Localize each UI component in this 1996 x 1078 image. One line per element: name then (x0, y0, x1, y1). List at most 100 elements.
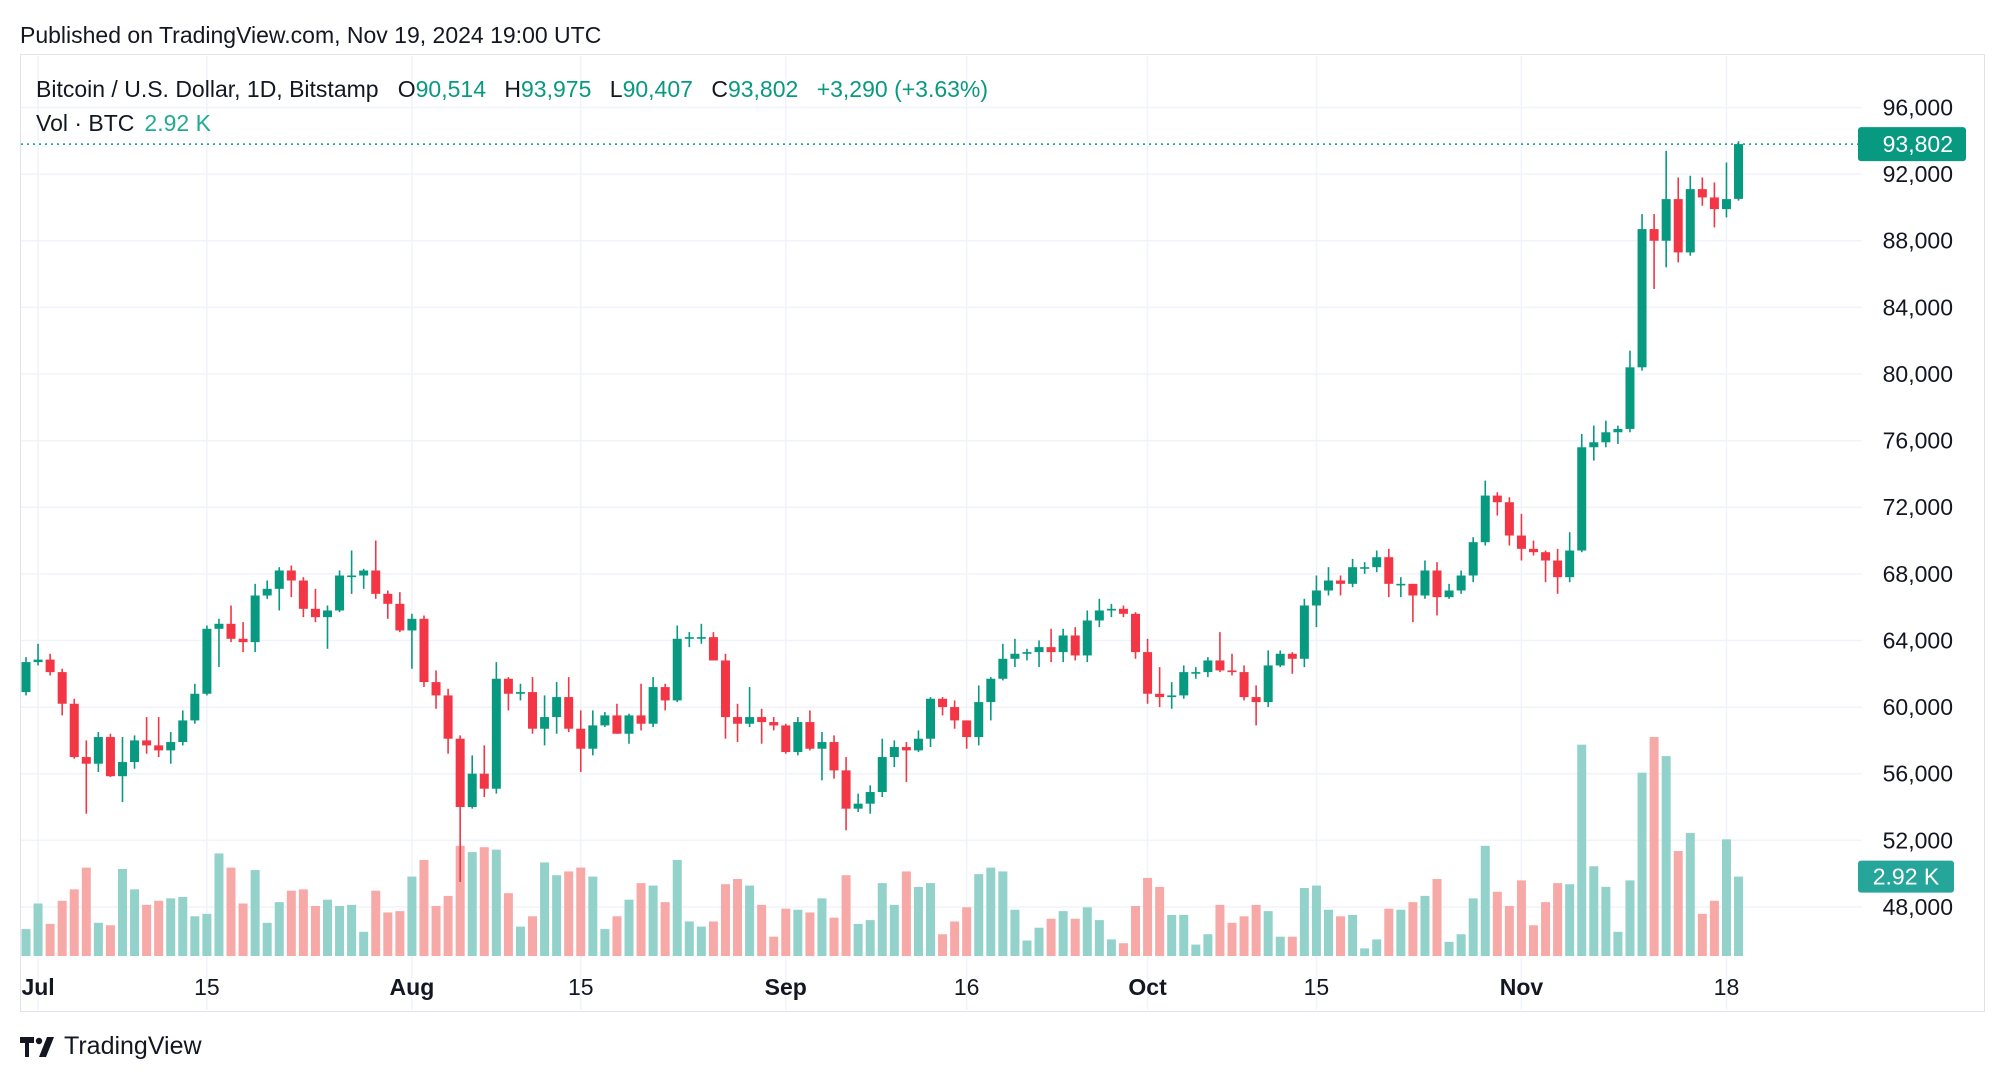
volume-bar (238, 903, 248, 956)
brand-name[interactable]: TradingView (64, 1032, 202, 1060)
volume-bar (202, 913, 212, 956)
volume-bar (1348, 914, 1358, 956)
volume-bar (636, 883, 646, 956)
volume-bar (214, 853, 224, 956)
candle-body (588, 725, 598, 749)
volume-bar (455, 845, 465, 956)
candle-body (1396, 583, 1406, 586)
volume-bar (1010, 909, 1020, 956)
volume-bar (889, 904, 899, 956)
volume-bar (117, 868, 127, 956)
volume-bar (45, 923, 55, 956)
candle-body (479, 773, 489, 789)
volume-bar (1408, 902, 1418, 956)
symbol-title[interactable]: Bitcoin / U.S. Dollar, 1D, Bitstamp (36, 76, 379, 102)
y-tick-label: 80,000 (1883, 361, 1953, 387)
volume-bar (1131, 905, 1141, 956)
last-price-label: 93,802 (1883, 131, 1953, 157)
candle-body (1275, 653, 1285, 666)
volume-bar (1118, 943, 1128, 956)
volume-bar (33, 903, 43, 956)
volume-bar (262, 922, 272, 956)
volume-bar (359, 931, 369, 956)
volume-bar (1275, 936, 1285, 956)
candle-body (1432, 570, 1442, 598)
candle-body (117, 762, 127, 777)
volume-bar (1529, 925, 1538, 956)
candle-body (624, 715, 634, 734)
candle-body (1529, 548, 1538, 553)
footer-brand: TradingView (20, 1032, 202, 1061)
candle-body (1058, 635, 1068, 653)
volume-bar (335, 905, 345, 956)
candle-body (395, 603, 405, 631)
volume-bar (986, 867, 996, 956)
volume-bar (1541, 902, 1551, 956)
volume-bar (286, 890, 296, 956)
x-tick-label: Nov (1500, 974, 1544, 1000)
last-price-badge (1858, 127, 1966, 162)
candle-body (238, 638, 248, 643)
y-tick-label: 88,000 (1883, 228, 1953, 254)
candle-body (1348, 567, 1358, 584)
volume-bar (877, 883, 887, 956)
volume-bar (552, 875, 562, 956)
candle-body (1721, 199, 1731, 210)
volume-label[interactable]: Vol · BTC (36, 110, 135, 136)
candle-body (1625, 367, 1635, 429)
high-label: H (504, 76, 522, 102)
volume-bar (515, 926, 525, 956)
volume-bar (1022, 940, 1032, 956)
volume-bar (624, 899, 634, 956)
volume-bar (190, 916, 200, 956)
candle-body (901, 747, 911, 751)
volume-bar (93, 922, 103, 956)
candle-body (1565, 550, 1575, 578)
candle-body (57, 672, 67, 704)
candle-body (1118, 608, 1128, 614)
candle-body (1480, 495, 1490, 543)
low-value: 90,407 (622, 76, 693, 102)
candle-body (1167, 695, 1177, 698)
candle-body (1661, 199, 1671, 241)
volume-bar (1323, 909, 1333, 956)
volume-bar (1287, 936, 1297, 956)
volume-bar (757, 904, 767, 956)
volume-bar (528, 916, 538, 956)
candle-body (926, 698, 935, 739)
candle-body (1589, 442, 1599, 448)
volume-bar (1734, 876, 1744, 956)
candle-body (793, 722, 803, 753)
candle-body (1215, 660, 1225, 671)
volume-bar (1106, 939, 1116, 956)
candle-body (1637, 229, 1647, 368)
volume-bar (1721, 839, 1731, 956)
x-tick-label: 18 (1714, 974, 1740, 1000)
volume-bar (371, 890, 381, 956)
candle-body (1179, 672, 1189, 696)
volume-bar (1299, 888, 1309, 956)
candle-body (383, 593, 393, 604)
volume-bar (974, 874, 984, 956)
volume-bar (962, 907, 972, 956)
candle-body (431, 682, 441, 696)
candle-body (142, 740, 152, 746)
candle-body (1131, 613, 1141, 653)
volume-bar (1094, 920, 1104, 956)
volume-bar (479, 847, 489, 956)
candle-body (1311, 590, 1321, 606)
candle-body (298, 580, 308, 609)
y-tick-label: 64,000 (1883, 627, 1953, 653)
candle-body (1034, 647, 1044, 653)
candle-body (503, 678, 513, 694)
candle-body (1697, 189, 1707, 198)
candle-body (1709, 197, 1719, 210)
candle-body (1263, 665, 1273, 703)
candle-body (1022, 652, 1032, 654)
x-tick-label: Aug (390, 974, 435, 1000)
x-tick-label: Jul (21, 974, 54, 1000)
candle-body (708, 637, 718, 661)
volume-bar (564, 871, 574, 956)
volume-bar (1432, 879, 1442, 956)
